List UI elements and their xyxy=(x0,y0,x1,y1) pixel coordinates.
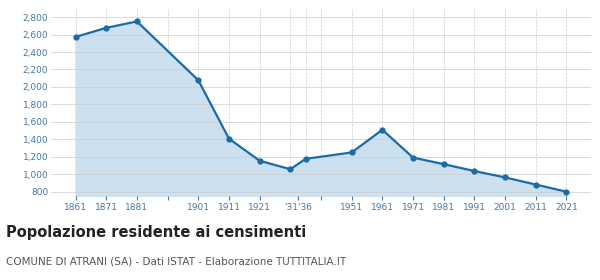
Text: COMUNE DI ATRANI (SA) - Dati ISTAT - Elaborazione TUTTITALIA.IT: COMUNE DI ATRANI (SA) - Dati ISTAT - Ela… xyxy=(6,256,346,266)
Text: Popolazione residente ai censimenti: Popolazione residente ai censimenti xyxy=(6,225,306,241)
